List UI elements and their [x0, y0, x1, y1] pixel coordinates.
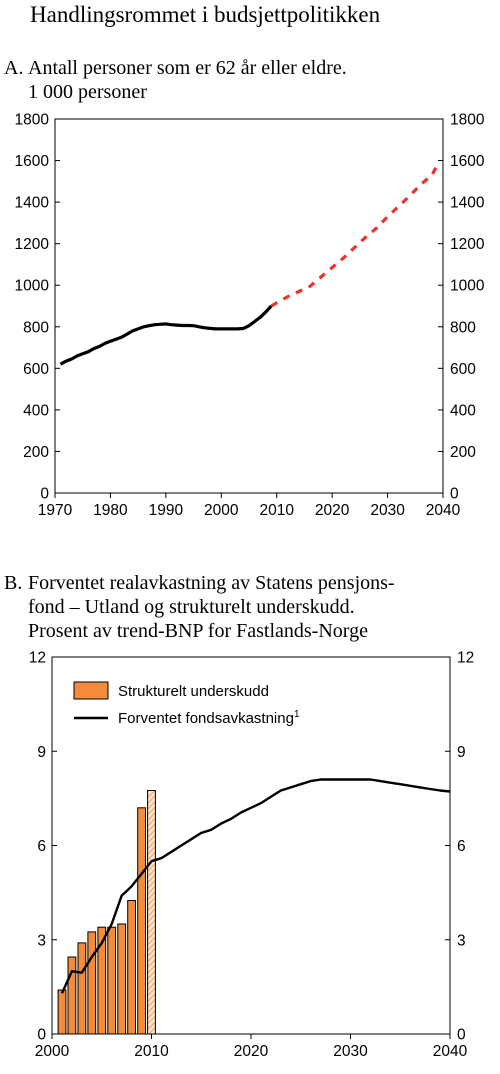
chart-a-ytick-label-left: 1400 [15, 195, 50, 212]
chart-b-bar [127, 900, 136, 1035]
chart-b-bar [117, 923, 127, 1035]
chart-b-xtick-label: 2030 [333, 1043, 368, 1060]
chart-b-bar [77, 942, 87, 1035]
chart-b-series-fund-return [60, 778, 451, 994]
chart-b-xtick-label: 2010 [134, 1043, 169, 1060]
chart-b-legend-bar-label: Strukturelt underskudd [118, 683, 269, 700]
chart-b-ytick-label-right: 12 [457, 650, 474, 667]
chart-a-ytick-label-left: 1200 [15, 236, 50, 253]
chart-b-title-line-3: Prosent av trend-BNP for Fastlands-Norge [28, 620, 368, 642]
chart-a-ytick-label-right: 0 [450, 486, 459, 503]
chart-a-ytick-label-left: 0 [40, 486, 49, 503]
chart-a-series-projection [270, 163, 439, 308]
chart-b-bar [97, 926, 107, 1035]
chart-b-legend-line-label: Forventet fondsavkastning1 [118, 709, 300, 727]
chart-a-ytick-label-right: 1400 [450, 195, 485, 212]
chart-b-bar [137, 807, 146, 1035]
chart-b: 0 0 3 3 6 6 9 9 12 12 2000 2010 2020 2030 2040 Struktur… [29, 650, 475, 1061]
chart-a-ytick-label-left: 200 [23, 444, 49, 461]
chart-b-bar [147, 790, 156, 1035]
chart-b-ytick-label-left: 12 [29, 650, 46, 667]
chart-a-ytick-label-right: 1000 [450, 278, 485, 295]
chart-b-ytick-label-right: 3 [457, 932, 466, 949]
chart-a-ytick-label-left: 1600 [15, 153, 50, 170]
chart-b-ytick-label-right: 6 [457, 838, 466, 855]
chart-b-ytick-label-left: 0 [37, 1027, 46, 1044]
chart-a-xtick-label: 2000 [204, 502, 239, 519]
chart-b-bar [87, 931, 97, 1035]
chart-a-ytick-label-right: 600 [450, 361, 476, 378]
chart-a-ytick-label-left: 600 [23, 361, 49, 378]
chart-a-series-historical [59, 304, 273, 366]
chart-b-title-line-2: fond – Utland og strukturelt underskudd. [28, 596, 355, 618]
chart-a-ytick-label-left: 1000 [15, 278, 50, 295]
chart-b-legend-bar-swatch [73, 681, 109, 700]
chart-a: 0 0 200 200 400 400 600 600 800 800 1000 1000 1200 12… [15, 112, 485, 520]
chart-a-ytick-label-left: 400 [23, 402, 49, 419]
chart-b-ytick-label-left: 9 [37, 744, 46, 761]
chart-a-title-line-1: Antall personer som er 62 år eller eldre… [28, 57, 347, 79]
chart-a-ytick-label-left: 800 [23, 319, 49, 336]
page-title: Handlingsrommet i budsjettpolitikken [30, 2, 381, 27]
chart-a-title-line-2: 1 000 personer [28, 81, 147, 103]
chart-a-xtick-label: 2020 [315, 502, 350, 519]
chart-a-ytick-label-left: 1800 [15, 112, 50, 129]
chart-b-xtick-label: 2000 [35, 1043, 70, 1060]
chart-b-title-line-1: Forventet realavkastning av Statens pens… [28, 572, 395, 594]
chart-b-xtick-label: 2040 [433, 1043, 468, 1060]
chart-a-ytick-label-right: 1800 [450, 112, 485, 129]
chart-a-ytick-label-right: 200 [450, 444, 476, 461]
chart-a-ytick-label-right: 800 [450, 319, 476, 336]
chart-a-ytick-label-right: 1200 [450, 236, 485, 253]
chart-a-title: A. Antall personer som er 62 år eller eld… [4, 56, 347, 104]
chart-a-xtick-label: 2040 [426, 502, 461, 519]
chart-a-xtick-label: 1970 [38, 502, 73, 519]
chart-a-xtick-label: 2010 [259, 502, 294, 519]
chart-b-ytick-label-left: 3 [37, 932, 46, 949]
chart-a-ytick-label-right: 1600 [450, 153, 485, 170]
chart-a-plot-frame [54, 118, 444, 494]
chart-b-panel-label: B. [4, 572, 23, 594]
chart-a-xtick-label: 1990 [149, 502, 184, 519]
chart-b-ytick-label-right: 9 [457, 744, 466, 761]
chart-b-ytick-label-right: 0 [457, 1027, 466, 1044]
chart-a-ytick-label-right: 400 [450, 402, 476, 419]
chart-a-xtick-label: 1980 [93, 502, 128, 519]
chart-b-ytick-label-left: 6 [37, 838, 46, 855]
chart-a-panel-label: A. [4, 57, 24, 79]
chart-b-title: B. Forventet realavkastning av Statens pe… [4, 571, 395, 643]
chart-b-bar [67, 956, 77, 1035]
chart-b-xtick-label: 2020 [234, 1043, 269, 1060]
chart-b-bar [57, 989, 67, 1035]
chart-b-legend-footnote-mark: 1 [294, 709, 300, 720]
chart-a-xtick-label: 2030 [370, 502, 405, 519]
chart-b-bar [107, 926, 117, 1035]
